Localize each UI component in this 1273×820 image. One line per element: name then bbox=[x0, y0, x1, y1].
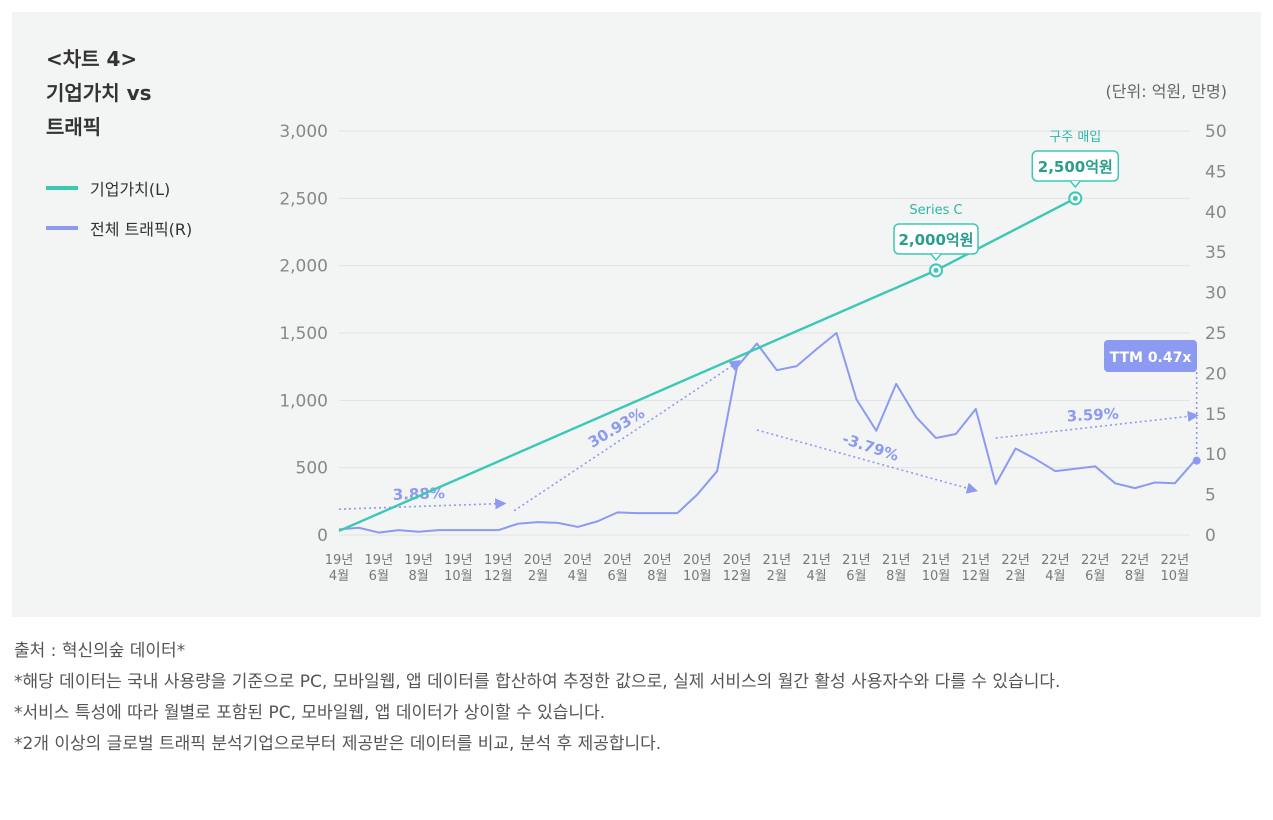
right-axis-tick: 45 bbox=[1205, 162, 1227, 182]
acquisition-callout-value: 2,500억원 bbox=[1038, 158, 1113, 176]
legend-label-valuation: 기업가치(L) bbox=[90, 180, 171, 199]
growth-trend-4-arrow bbox=[995, 410, 1199, 439]
ttm-badge-label: TTM 0.47x bbox=[1110, 350, 1192, 366]
unit-label: (단위: 억원, 만명) bbox=[1105, 82, 1227, 101]
x-axis-tick-month: 8월 bbox=[886, 569, 906, 584]
right-axis-tick: 15 bbox=[1205, 405, 1227, 425]
x-axis-tick-month: 4월 bbox=[1045, 569, 1065, 584]
acquisition-marker-dot bbox=[1072, 195, 1078, 201]
x-axis-tick-year: 22년 bbox=[1081, 553, 1110, 568]
left-axis-tick: 2,000 bbox=[279, 257, 328, 277]
legend-label-traffic: 전체 트래픽(R) bbox=[90, 220, 193, 239]
x-axis-tick-month: 10월 bbox=[683, 569, 712, 584]
x-axis-tick-month: 4월 bbox=[806, 569, 826, 584]
right-axis-tick: 5 bbox=[1205, 486, 1216, 506]
x-axis-tick-month: 2월 bbox=[1005, 569, 1025, 584]
x-axis-tick-year: 19년 bbox=[325, 553, 354, 568]
x-axis-tick-year: 21년 bbox=[763, 553, 792, 568]
right-axis-tick: 35 bbox=[1205, 243, 1227, 263]
x-axis-tick-year: 19년 bbox=[484, 553, 513, 568]
x-axis-tick-month: 12월 bbox=[723, 569, 752, 584]
x-axis-tick-year: 21년 bbox=[802, 553, 831, 568]
acquisition-callout-pointer bbox=[1069, 180, 1081, 189]
footnote-1: *해당 데이터는 국내 사용량을 기준으로 PC, 모바일웹, 앱 데이터를 합… bbox=[14, 672, 1061, 692]
x-axis-tick-year: 22년 bbox=[1001, 553, 1030, 568]
left-axis-tick: 0 bbox=[317, 526, 328, 546]
legend-item-traffic: 전체 트래픽(R) bbox=[46, 208, 192, 248]
x-axis-tick-year: 20년 bbox=[564, 553, 593, 568]
footnote-2: *서비스 특성에 따라 월별로 포함된 PC, 모바일웹, 앱 데이터가 상이할… bbox=[14, 703, 606, 723]
x-axis-tick-year: 22년 bbox=[1161, 553, 1190, 568]
right-axis-tick: 0 bbox=[1205, 526, 1216, 546]
x-axis-tick-year: 19년 bbox=[365, 553, 394, 568]
x-axis-tick-month: 6월 bbox=[846, 569, 866, 584]
x-axis-tick-year: 20년 bbox=[683, 553, 712, 568]
x-axis-tick-year: 20년 bbox=[643, 553, 672, 568]
footnotes: 출처 : 혁신의숲 데이터* *해당 데이터는 국내 사용량을 기준으로 PC,… bbox=[14, 636, 1254, 760]
ttm-endpoint-dot bbox=[1192, 456, 1201, 465]
legend-swatch-valuation bbox=[46, 186, 78, 190]
x-axis-tick-month: 12월 bbox=[962, 569, 991, 584]
left-axis-tick: 1,000 bbox=[279, 391, 328, 411]
x-axis-tick-year: 21년 bbox=[842, 553, 871, 568]
left-axis-tick: 2,500 bbox=[279, 189, 328, 209]
left-axis-tick: 500 bbox=[296, 459, 328, 479]
chart-title: <차트 4> 기업가치 vs 트래픽 bbox=[46, 42, 152, 144]
x-axis-tick-month: 4월 bbox=[568, 569, 588, 584]
growth-trend-4-label: 3.59% bbox=[1066, 405, 1119, 426]
x-axis-tick-month: 2월 bbox=[767, 569, 787, 584]
chart-title-line-1: <차트 4> bbox=[46, 47, 138, 71]
x-axis-tick-month: 10월 bbox=[1161, 569, 1190, 584]
growth-trend-3-label: -3.79% bbox=[840, 430, 901, 465]
footnote-3: *2개 이상의 글로벌 트래픽 분석기업으로부터 제공받은 데이터를 비교, 분… bbox=[14, 734, 662, 754]
right-axis-tick: 20 bbox=[1205, 364, 1227, 384]
x-axis-tick-month: 6월 bbox=[1085, 569, 1105, 584]
right-axis-tick: 40 bbox=[1205, 203, 1227, 223]
left-axis-tick: 3,000 bbox=[279, 122, 328, 142]
x-axis-tick-month: 10월 bbox=[922, 569, 951, 584]
x-axis-tick-year: 22년 bbox=[1121, 553, 1150, 568]
growth-trend-1-arrow bbox=[338, 498, 507, 510]
x-axis-tick-month: 2월 bbox=[528, 569, 548, 584]
legend-item-valuation: 기업가치(L) bbox=[46, 168, 192, 208]
chart-title-line-2: 기업가치 vs bbox=[46, 81, 152, 105]
x-axis-tick-month: 6월 bbox=[607, 569, 627, 584]
x-axis-tick-month: 4월 bbox=[329, 569, 349, 584]
acquisition-callout-caption: 구주 매입 bbox=[1049, 130, 1101, 145]
chart-canvas: 0 500 1,000 1,500 2,000 2,500 3,000 0 5 10 15 20 25 3… bbox=[279, 122, 1227, 584]
growth-trend-2-arrow bbox=[513, 360, 741, 512]
x-axis-tick-year: 19년 bbox=[404, 553, 433, 568]
series-line-traffic bbox=[338, 332, 1196, 534]
growth-trend-1-label: 3.88% bbox=[393, 484, 446, 504]
x-axis-tick-year: 20년 bbox=[603, 553, 632, 568]
chart-title-line-3: 트래픽 bbox=[46, 115, 102, 139]
x-axis-tick-month: 8월 bbox=[647, 569, 667, 584]
series-c-callout-caption: Series C bbox=[909, 203, 962, 218]
source-note: 출처 : 혁신의숲 데이터* bbox=[14, 641, 186, 661]
x-axis-tick-month: 8월 bbox=[1125, 569, 1145, 584]
series-c-callout-value: 2,000억원 bbox=[898, 231, 973, 249]
chart-panel bbox=[12, 12, 1261, 617]
left-axis-tick: 1,500 bbox=[279, 324, 328, 344]
x-axis-tick-month: 6월 bbox=[369, 569, 389, 584]
x-axis-tick-year: 21년 bbox=[882, 553, 911, 568]
x-axis-tick-year: 20년 bbox=[524, 553, 553, 568]
series-c-callout-pointer bbox=[930, 253, 942, 262]
right-axis-tick: 50 bbox=[1205, 122, 1227, 142]
x-axis-tick-year: 19년 bbox=[444, 553, 473, 568]
chart-legend: 기업가치(L) 전체 트래픽(R) bbox=[46, 168, 192, 248]
legend-swatch-traffic bbox=[46, 226, 78, 230]
right-axis-tick: 30 bbox=[1205, 284, 1227, 304]
x-axis-tick-month: 12월 bbox=[484, 569, 513, 584]
right-axis-tick: 10 bbox=[1205, 445, 1227, 465]
right-axis-tick: 25 bbox=[1205, 324, 1227, 344]
x-axis-tick-month: 8월 bbox=[408, 569, 428, 584]
series-c-marker-dot bbox=[933, 267, 939, 273]
x-axis-tick-year: 21년 bbox=[922, 553, 951, 568]
ttm-badge bbox=[1104, 340, 1197, 372]
x-axis-tick-month: 10월 bbox=[444, 569, 473, 584]
x-axis-tick-year: 21년 bbox=[962, 553, 991, 568]
x-axis-tick-year: 20년 bbox=[723, 553, 752, 568]
x-axis-tick-year: 22년 bbox=[1041, 553, 1070, 568]
